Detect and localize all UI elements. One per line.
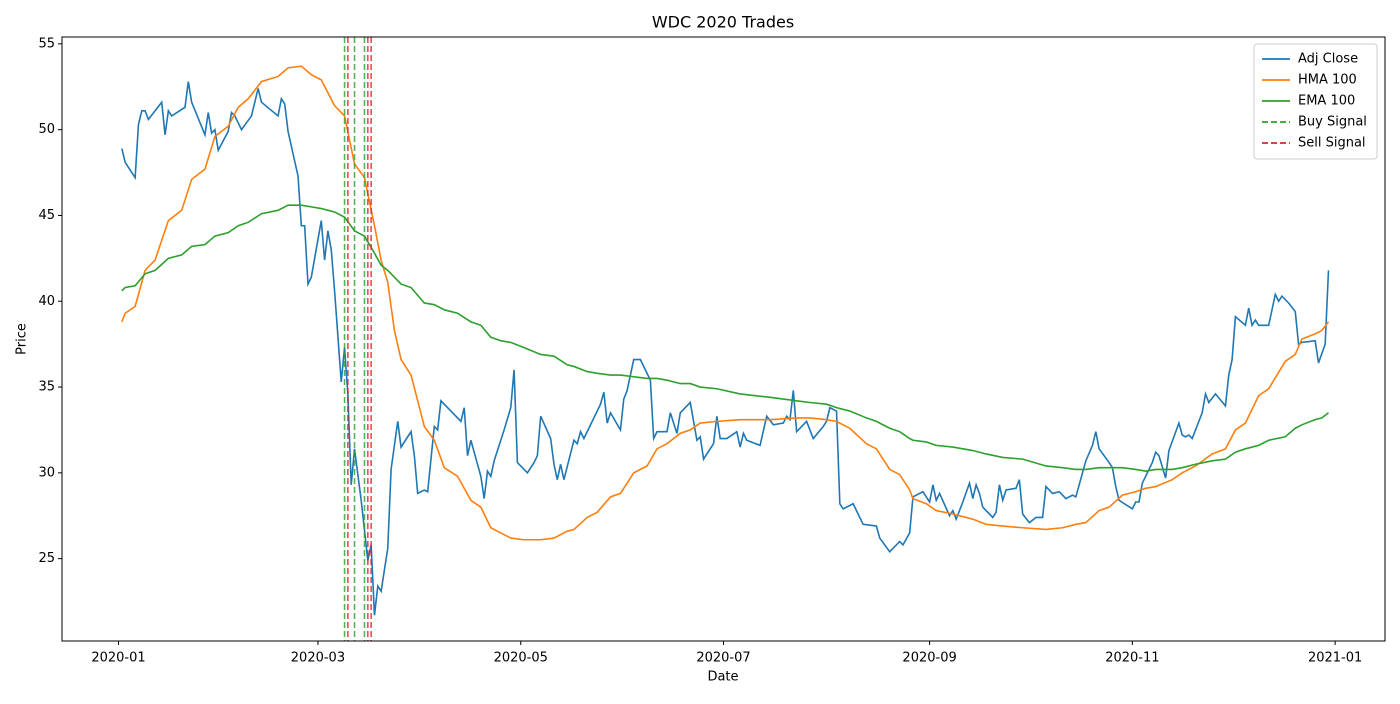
x-tick-label: 2020-07 — [696, 651, 750, 666]
x-tick-label: 2020-09 — [902, 651, 956, 666]
y-tick-label: 45 — [38, 208, 55, 223]
x-axis-label: Date — [707, 670, 738, 685]
y-axis-label: Price — [15, 323, 30, 355]
legend-label: HMA 100 — [1298, 73, 1357, 88]
legend-label: EMA 100 — [1298, 94, 1355, 109]
line-series — [121, 204, 1329, 472]
x-tick-label: 2021-01 — [1308, 651, 1362, 666]
x-tick-label: 2020-11 — [1105, 651, 1159, 666]
plot — [121, 37, 1330, 641]
x-tick-label: 2020-05 — [494, 651, 548, 666]
x-tick-label: 2020-01 — [91, 651, 145, 666]
plot-frame — [61, 36, 1386, 642]
line-series — [121, 81, 1330, 616]
y-tick-label: 40 — [38, 294, 55, 309]
y-tick-label: 50 — [38, 122, 55, 137]
line-series — [121, 65, 1330, 541]
legend-label: Adj Close — [1298, 52, 1358, 67]
legend-label: Buy Signal — [1298, 115, 1367, 130]
legend-label: Sell Signal — [1298, 136, 1366, 151]
y-tick-label: 35 — [38, 380, 55, 395]
y-tick-label: 55 — [38, 36, 55, 51]
y-tick-label: 25 — [38, 551, 55, 566]
legend-box — [1253, 43, 1378, 160]
chart-title: WDC 2020 Trades — [652, 13, 794, 32]
y-tick-label: 30 — [38, 465, 55, 480]
x-tick-label: 2020-03 — [291, 651, 345, 666]
